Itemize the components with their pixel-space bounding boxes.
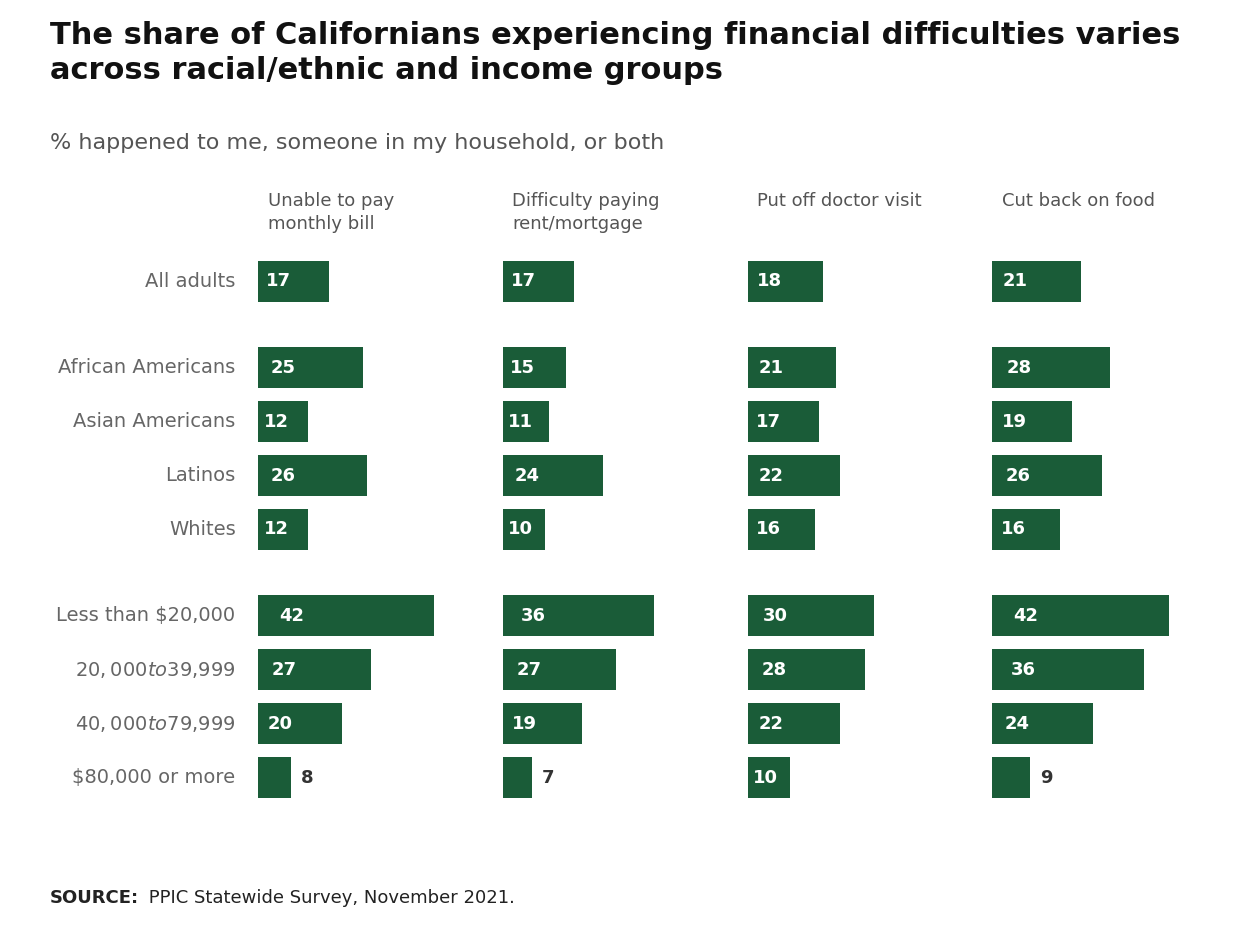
Text: Latinos: Latinos — [165, 466, 236, 485]
Bar — [258, 703, 342, 744]
Text: 21: 21 — [758, 359, 784, 377]
Bar — [992, 401, 1073, 442]
Text: 19: 19 — [512, 714, 537, 732]
Text: Asian Americans: Asian Americans — [73, 413, 236, 431]
Bar — [258, 455, 367, 496]
Text: 42: 42 — [1013, 607, 1039, 625]
Text: 25: 25 — [270, 359, 295, 377]
Bar — [258, 650, 371, 690]
Bar — [992, 509, 1060, 550]
Text: 27: 27 — [516, 661, 542, 679]
Bar — [992, 703, 1094, 744]
Text: 30: 30 — [763, 607, 787, 625]
Text: 20: 20 — [268, 714, 293, 732]
Bar — [502, 509, 544, 550]
Bar — [502, 595, 653, 636]
Text: 17: 17 — [756, 413, 781, 431]
Bar — [748, 757, 790, 798]
Bar — [748, 347, 836, 388]
Text: 12: 12 — [264, 521, 289, 539]
Bar — [258, 401, 309, 442]
Bar — [502, 703, 583, 744]
Bar — [258, 347, 363, 388]
Text: 9: 9 — [1040, 769, 1053, 787]
Text: 10: 10 — [753, 769, 777, 787]
Text: 24: 24 — [1004, 714, 1029, 732]
Text: 10: 10 — [507, 521, 533, 539]
Text: SOURCE:: SOURCE: — [50, 888, 139, 907]
Text: 19: 19 — [1002, 413, 1027, 431]
Bar — [502, 757, 532, 798]
Bar — [502, 261, 574, 302]
Text: 27: 27 — [272, 661, 296, 679]
Bar — [748, 650, 866, 690]
Text: 12: 12 — [264, 413, 289, 431]
Text: 42: 42 — [279, 607, 304, 625]
Text: 22: 22 — [759, 466, 784, 485]
Text: $80,000 or more: $80,000 or more — [72, 768, 236, 787]
Text: 21: 21 — [1003, 273, 1028, 290]
Bar — [748, 509, 815, 550]
Bar — [992, 595, 1169, 636]
Text: The share of Californians experiencing financial difficulties varies
across raci: The share of Californians experiencing f… — [50, 22, 1180, 86]
Text: 15: 15 — [510, 359, 536, 377]
Text: 26: 26 — [1006, 466, 1030, 485]
Text: 17: 17 — [267, 273, 291, 290]
Bar — [748, 401, 818, 442]
Bar — [258, 595, 434, 636]
Text: 16: 16 — [1001, 521, 1025, 539]
Text: African Americans: African Americans — [58, 358, 236, 377]
Bar — [502, 650, 616, 690]
Text: 28: 28 — [761, 661, 787, 679]
Text: 36: 36 — [1011, 661, 1035, 679]
Text: 26: 26 — [270, 466, 296, 485]
Bar — [258, 757, 291, 798]
Text: % happened to me, someone in my household, or both: % happened to me, someone in my househol… — [50, 133, 663, 152]
Bar — [748, 595, 873, 636]
Text: 11: 11 — [508, 413, 533, 431]
Text: All adults: All adults — [145, 272, 236, 290]
Text: Put off doctor visit: Put off doctor visit — [758, 193, 923, 211]
Bar — [258, 509, 309, 550]
Text: Difficulty paying
rent/mortgage: Difficulty paying rent/mortgage — [512, 193, 660, 233]
Text: Whites: Whites — [169, 520, 236, 539]
Text: 28: 28 — [1007, 359, 1032, 377]
Bar — [748, 261, 823, 302]
Text: PPIC Statewide Survey, November 2021.: PPIC Statewide Survey, November 2021. — [143, 888, 515, 907]
Bar — [992, 261, 1080, 302]
Text: Unable to pay
monthly bill: Unable to pay monthly bill — [268, 193, 394, 233]
Bar — [502, 455, 604, 496]
Text: 24: 24 — [515, 466, 539, 485]
Bar — [502, 401, 549, 442]
Text: Less than $20,000: Less than $20,000 — [57, 606, 236, 625]
Text: 22: 22 — [759, 714, 784, 732]
Bar — [748, 455, 839, 496]
Text: 7: 7 — [542, 769, 554, 787]
Bar — [992, 650, 1143, 690]
Bar — [748, 703, 839, 744]
Bar — [992, 347, 1110, 388]
Bar — [258, 261, 329, 302]
Text: 8: 8 — [301, 769, 314, 787]
Text: $40,000 to $79,999: $40,000 to $79,999 — [76, 713, 236, 733]
Bar — [992, 757, 1030, 798]
Text: 18: 18 — [756, 273, 781, 290]
Text: 16: 16 — [755, 521, 781, 539]
Text: 17: 17 — [511, 273, 536, 290]
Bar — [502, 347, 565, 388]
Text: $20,000 to $39,999: $20,000 to $39,999 — [76, 660, 236, 680]
Text: 36: 36 — [521, 607, 546, 625]
Bar — [992, 455, 1101, 496]
Text: Cut back on food: Cut back on food — [1002, 193, 1156, 211]
